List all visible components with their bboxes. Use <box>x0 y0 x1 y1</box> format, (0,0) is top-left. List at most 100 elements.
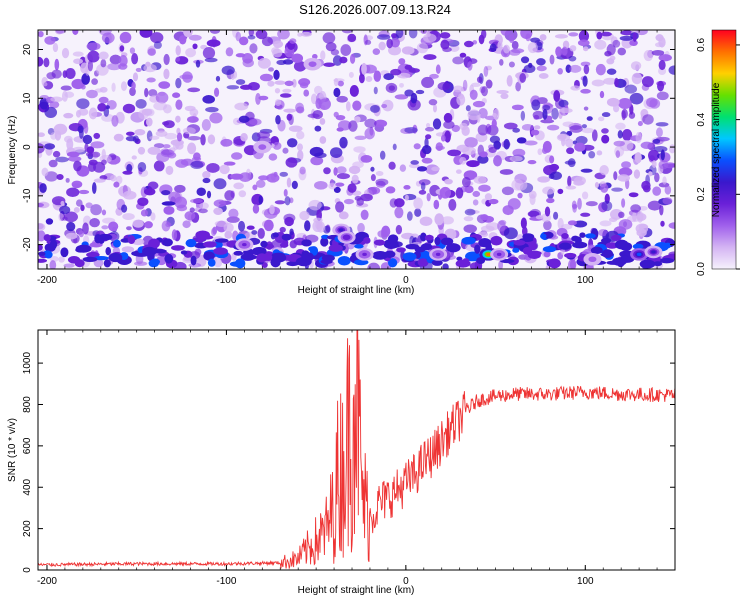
heatmap-blob <box>614 239 629 250</box>
heatmap-blob <box>90 141 105 149</box>
heatmap-blob <box>282 147 289 154</box>
heatmap-blob <box>628 192 639 198</box>
heatmap-blob <box>542 108 548 120</box>
heatmap-blob <box>637 121 643 127</box>
heatmap-blob <box>320 237 329 247</box>
heatmap-blob <box>140 209 149 217</box>
heatmap-blob <box>664 185 672 195</box>
heatmap-blob <box>402 252 417 261</box>
heatmap-blob <box>429 73 439 79</box>
heatmap-blob <box>536 58 546 66</box>
heatmap-blob <box>272 232 279 238</box>
heatmap-blob <box>478 107 488 119</box>
heatmap-blob <box>213 207 223 216</box>
heatmap-blob <box>348 120 358 132</box>
heatmap-blob <box>399 164 407 172</box>
heatmap-blob <box>660 220 665 227</box>
heatmap-blob <box>491 118 497 129</box>
heatmap-blob <box>433 199 440 210</box>
heatmap-blob <box>192 43 198 50</box>
heatmap-blob <box>48 159 58 168</box>
heatmap-blob <box>531 99 541 111</box>
heatmap-blob <box>64 211 78 223</box>
heatmap-blob <box>508 61 515 68</box>
heatmap-blob <box>668 65 675 75</box>
heatmap-blob <box>370 104 380 113</box>
heatmap-blob <box>528 62 533 68</box>
heatmap-blob <box>100 59 107 68</box>
heatmap-blob <box>561 233 569 239</box>
heatmap-blob <box>272 253 287 263</box>
heatmap-blob <box>458 93 464 100</box>
heatmap-blob <box>187 116 199 123</box>
heatmap-blob <box>164 253 174 264</box>
heatmap-blob <box>554 34 568 39</box>
heatmap-blob <box>414 208 422 217</box>
heatmap-blob <box>77 125 84 134</box>
heatmap-blob <box>564 252 577 259</box>
heatmap-blob <box>258 175 269 181</box>
heatmap-blob <box>542 104 551 111</box>
heatmap-blob <box>462 146 476 156</box>
heatmap-blob <box>75 199 83 207</box>
heatmap-blob <box>182 30 193 38</box>
heatmap-blob <box>255 179 266 188</box>
heatmap-blob <box>443 112 453 123</box>
heatmap-hotspot <box>496 252 502 256</box>
heatmap-xtick-label: -200 <box>37 275 57 286</box>
heatmap-blob <box>50 96 63 103</box>
snr-xtick-label: 0 <box>403 576 409 587</box>
heatmap-blob <box>581 127 594 134</box>
heatmap-blob <box>330 147 343 158</box>
heatmap-blob <box>387 258 398 268</box>
heatmap-blob <box>131 81 136 90</box>
heatmap-blob <box>444 130 451 143</box>
heatmap-blob <box>614 77 619 88</box>
heatmap-blob <box>91 182 97 195</box>
heatmap-blob <box>538 73 549 79</box>
heatmap-blob <box>313 217 323 223</box>
heatmap-blob <box>598 116 605 122</box>
heatmap-blob <box>98 96 109 104</box>
heatmap-blob <box>633 169 641 179</box>
heatmap-blob <box>575 135 588 145</box>
heatmap-blob <box>435 64 441 75</box>
heatmap-blob <box>44 106 58 118</box>
colorbar-label: Normalized spectral amplitude <box>711 82 722 217</box>
heatmap-blob <box>542 246 557 253</box>
heatmap-blob <box>580 212 591 217</box>
heatmap-blob <box>66 187 80 197</box>
heatmap-blob <box>283 189 288 197</box>
heatmap-blob <box>632 211 637 222</box>
heatmap-blob <box>274 99 282 106</box>
heatmap-blob <box>492 113 497 118</box>
heatmap-blob <box>176 132 183 142</box>
heatmap-blob <box>621 108 628 119</box>
heatmap-blob <box>421 145 432 155</box>
heatmap-blob <box>477 124 489 136</box>
heatmap-blob <box>497 40 503 50</box>
heatmap-blob <box>175 56 181 62</box>
heatmap-blob <box>313 181 328 190</box>
heatmap-blob <box>163 68 170 80</box>
snr-xtick-label: 100 <box>577 576 594 587</box>
heatmap-hotspot <box>362 252 367 256</box>
heatmap-blob <box>496 90 509 95</box>
heatmap-blob <box>432 118 442 130</box>
heatmap-blob <box>351 174 359 184</box>
snr-ytick-label: 800 <box>22 396 33 413</box>
heatmap-blob <box>199 202 209 210</box>
heatmap-blob <box>187 136 201 141</box>
heatmap-blob <box>370 166 375 172</box>
heatmap-blob <box>566 147 575 155</box>
heatmap-blob <box>190 255 197 266</box>
heatmap-blob <box>572 241 588 249</box>
heatmap-blob <box>38 244 43 252</box>
heatmap-blob <box>604 50 612 57</box>
heatmap-blob <box>322 32 336 44</box>
heatmap-blob <box>332 55 343 66</box>
heatmap-blob <box>238 172 252 182</box>
heatmap-blob <box>228 208 239 219</box>
heatmap-blob <box>485 79 493 89</box>
heatmap-blob <box>133 252 150 257</box>
